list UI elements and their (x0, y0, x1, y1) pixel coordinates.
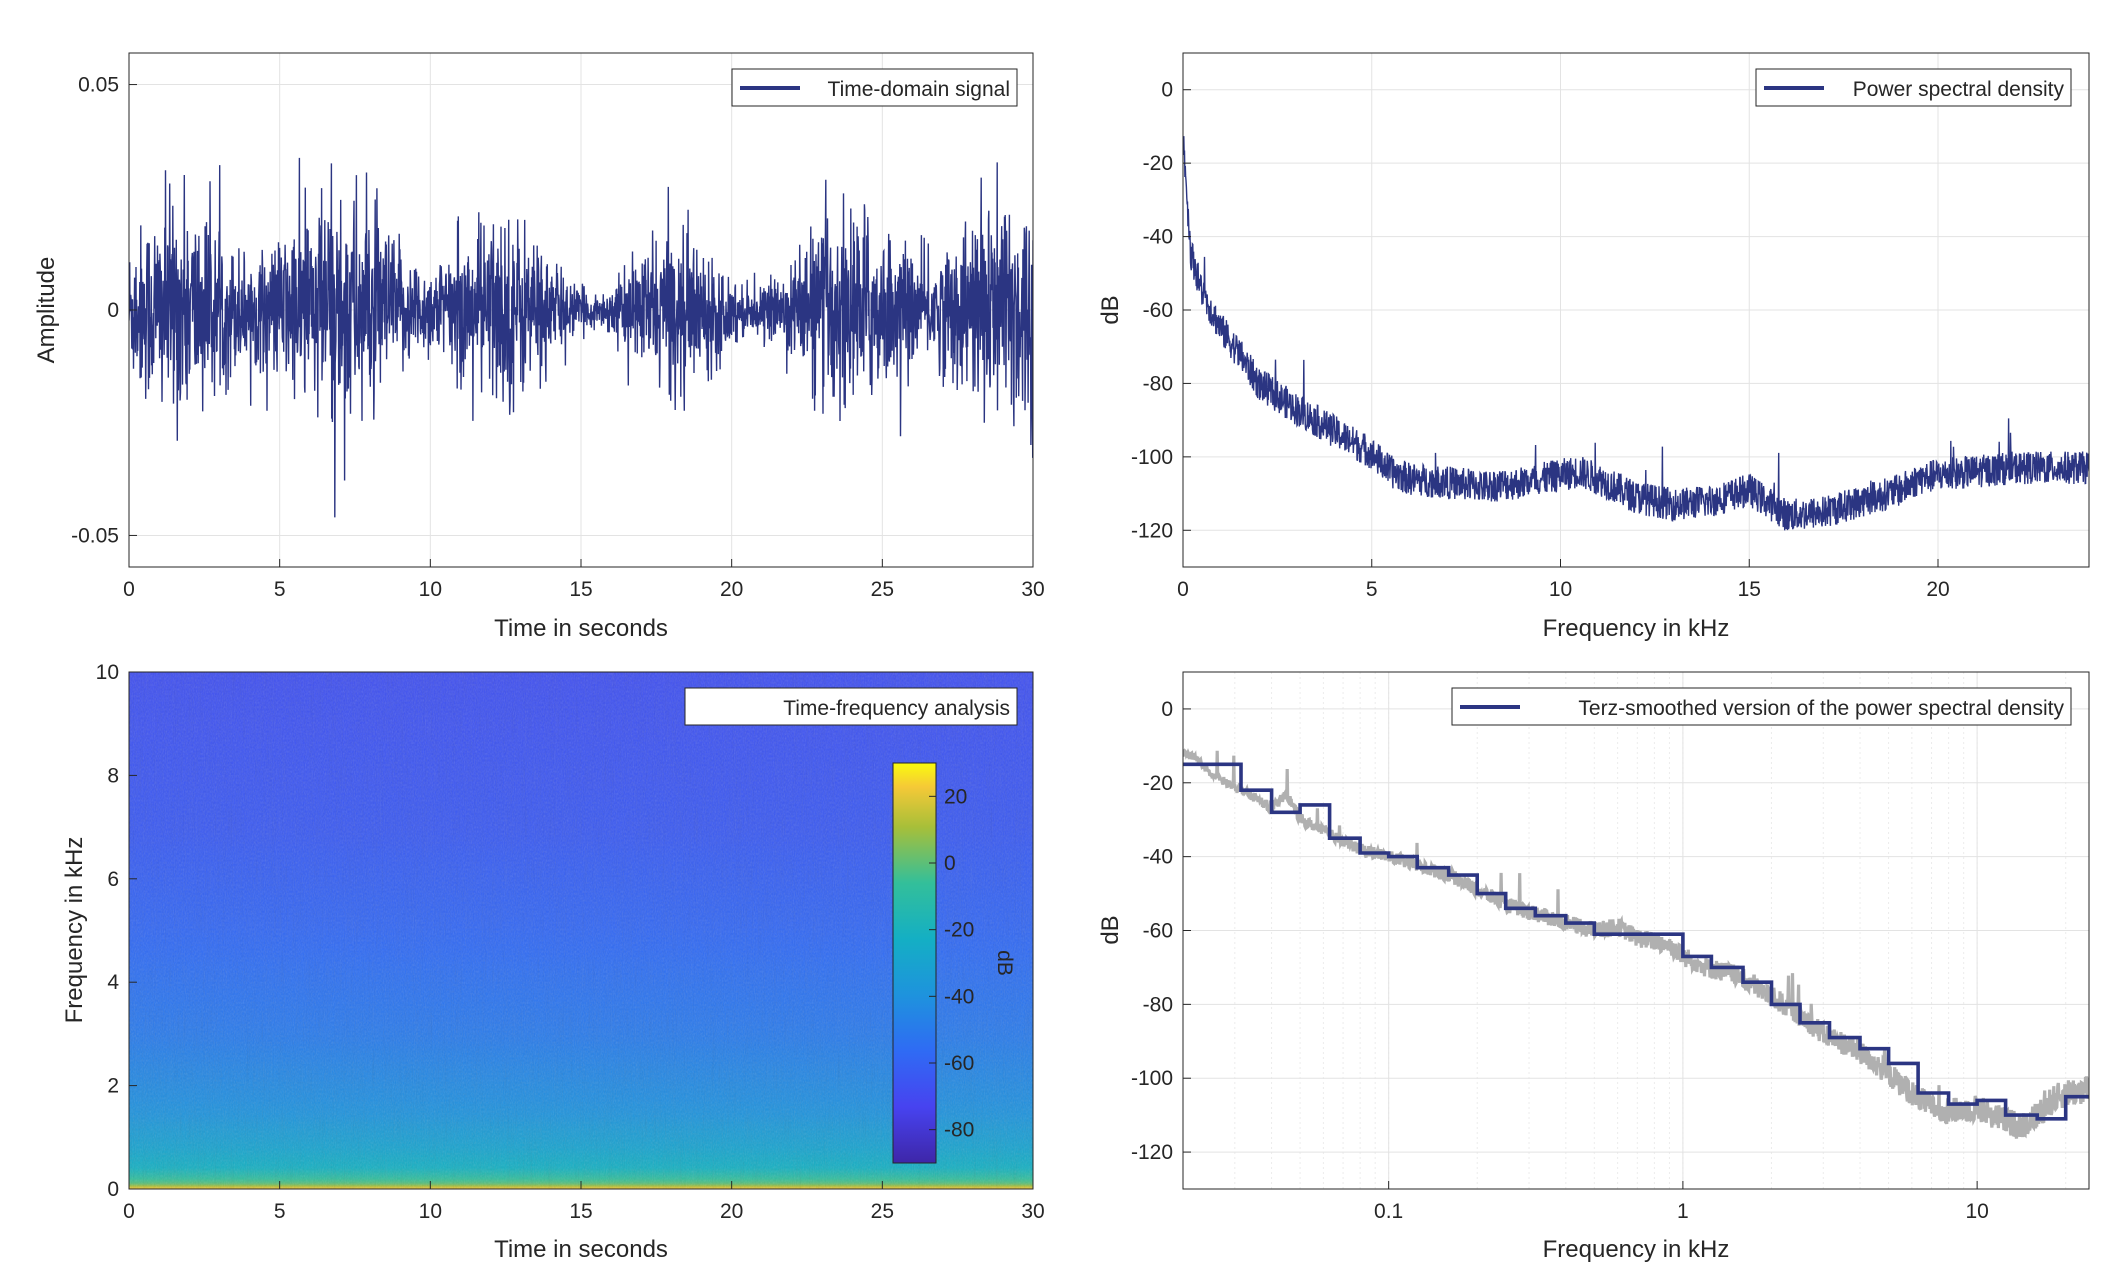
x-tick-label: 5 (1366, 578, 1378, 601)
terz-panel: 0.1 1 10 0 -20 -40 -60 -80 -100 -120 Frequency in… (1097, 671, 2090, 1263)
colorbar-label: dB (993, 950, 1016, 976)
y-tick-label: -100 (1131, 1067, 1173, 1090)
x-tick-label: 25 (871, 1200, 894, 1223)
psd-legend: Power spectral density (1755, 68, 2072, 107)
spectrogram-ticks: 0 5 10 15 20 25 30 0 2 4 6 8 10 (96, 661, 1045, 1223)
y-tick-label: 2 (107, 1075, 119, 1098)
x-tick-label: 5 (274, 1200, 286, 1223)
psd-line (1183, 136, 2089, 531)
x-tick-label: 20 (1926, 578, 1949, 601)
x-tick-label: 15 (569, 1200, 592, 1223)
terz-xlabel: Frequency in kHz (1543, 1236, 1730, 1263)
colorbar-tick-label: -60 (944, 1052, 974, 1075)
time-domain-legend-label: Time-domain signal (828, 78, 1010, 101)
y-tick-label: 0 (107, 1178, 119, 1201)
time-domain-xlabel: Time in seconds (494, 615, 668, 642)
terz-legend-box (1451, 687, 2072, 726)
y-tick-label: -120 (1131, 519, 1173, 542)
colorbar-bar (892, 762, 937, 1164)
x-tick-label: 30 (1021, 1200, 1044, 1223)
x-tick-label: 15 (569, 578, 592, 601)
terz-ticks: 0.1 1 10 0 -20 -40 -60 -80 -100 -120 (1131, 698, 1989, 1223)
terz-ylabel: dB (1097, 915, 1124, 944)
y-tick-label: -60 (1143, 299, 1173, 322)
x-tick-label: 20 (720, 1200, 743, 1223)
x-tick-label: 15 (1738, 578, 1761, 601)
colorbar-tick-label: -40 (944, 985, 974, 1008)
spectrogram-streaks (129, 672, 1033, 1189)
psd-panel: 0 5 10 15 20 0 -20 -40 -60 -80 -100 -120 Frequency … (1097, 52, 2090, 642)
x-tick-label: 25 (871, 578, 894, 601)
x-tick-label: 5 (274, 578, 286, 601)
spectrogram-legend-label: Time-frequency analysis (783, 697, 1010, 720)
colorbar-tick-label: -80 (944, 1119, 974, 1142)
y-tick-label: 0 (1161, 79, 1173, 102)
colorbar: 20 0 -20 -40 -60 -80 dB (892, 762, 1016, 1164)
x-tick-label: 1 (1677, 1200, 1689, 1223)
terz-legend: Terz-smoothed version of the power spect… (1451, 687, 2072, 726)
psd-ticks: 0 5 10 15 20 0 -20 -40 -60 -80 -100 -120 (1131, 79, 1950, 601)
x-tick-label: 10 (419, 578, 442, 601)
y-tick-label: 0 (107, 299, 119, 322)
spectrogram-panel: 0 5 10 15 20 25 30 0 2 4 6 8 10 Time in seconds Freq… (61, 661, 1045, 1263)
y-tick-label: -20 (1143, 772, 1173, 795)
y-tick-label: -20 (1143, 152, 1173, 175)
spectrogram-xlabel: Time in seconds (494, 1236, 668, 1263)
x-tick-label: 10 (1549, 578, 1572, 601)
y-tick-label: -0.05 (71, 524, 119, 547)
psd-xlabel: Frequency in kHz (1543, 615, 1730, 642)
x-tick-label: 10 (1965, 1200, 1988, 1223)
y-tick-label: 0.05 (78, 74, 119, 97)
x-tick-label: 0 (123, 1200, 135, 1223)
x-tick-label: 30 (1021, 578, 1044, 601)
y-tick-label: -40 (1143, 226, 1173, 249)
terz-legend-label: Terz-smoothed version of the power spect… (1578, 697, 2064, 720)
y-tick-label: 0 (1161, 698, 1173, 721)
x-tick-label: 0 (1177, 578, 1189, 601)
psd-ylabel: dB (1097, 295, 1124, 324)
x-tick-label: 20 (720, 578, 743, 601)
time-domain-ticks: 0 5 10 15 20 25 30 -0.05 0 0.05 (71, 74, 1045, 601)
spectrogram-ylabel: Frequency in kHz (61, 837, 88, 1024)
y-tick-label: -60 (1143, 920, 1173, 943)
y-tick-label: 8 (107, 764, 119, 787)
y-tick-label: -80 (1143, 993, 1173, 1016)
x-tick-label: 0.1 (1374, 1200, 1403, 1223)
x-tick-label: 10 (419, 1200, 442, 1223)
y-tick-label: -40 (1143, 846, 1173, 869)
y-tick-label: -100 (1131, 446, 1173, 469)
y-tick-label: -120 (1131, 1141, 1173, 1164)
spectrogram-legend: Time-frequency analysis (684, 687, 1018, 726)
time-domain-panel: 0 5 10 15 20 25 30 -0.05 0 0.05 Time in seconds A… (33, 52, 1045, 642)
time-domain-signal-line (129, 157, 1033, 518)
y-tick-label: 4 (107, 971, 119, 994)
colorbar-ticks: 20 0 -20 -40 -60 -80 (929, 785, 974, 1142)
y-tick-label: 10 (96, 661, 119, 684)
x-tick-label: 0 (123, 578, 135, 601)
psd-legend-label: Power spectral density (1853, 78, 2065, 101)
colorbar-tick-label: 0 (944, 852, 956, 875)
y-tick-label: -80 (1143, 372, 1173, 395)
y-tick-label: 6 (107, 868, 119, 891)
colorbar-tick-label: 20 (944, 785, 967, 808)
spectrogram-legend-box (684, 687, 1018, 726)
time-domain-ylabel: Amplitude (33, 257, 60, 364)
colorbar-tick-label: -20 (944, 919, 974, 942)
time-domain-legend: Time-domain signal (731, 68, 1018, 107)
terz-smoothed-line (1183, 762, 2089, 1121)
